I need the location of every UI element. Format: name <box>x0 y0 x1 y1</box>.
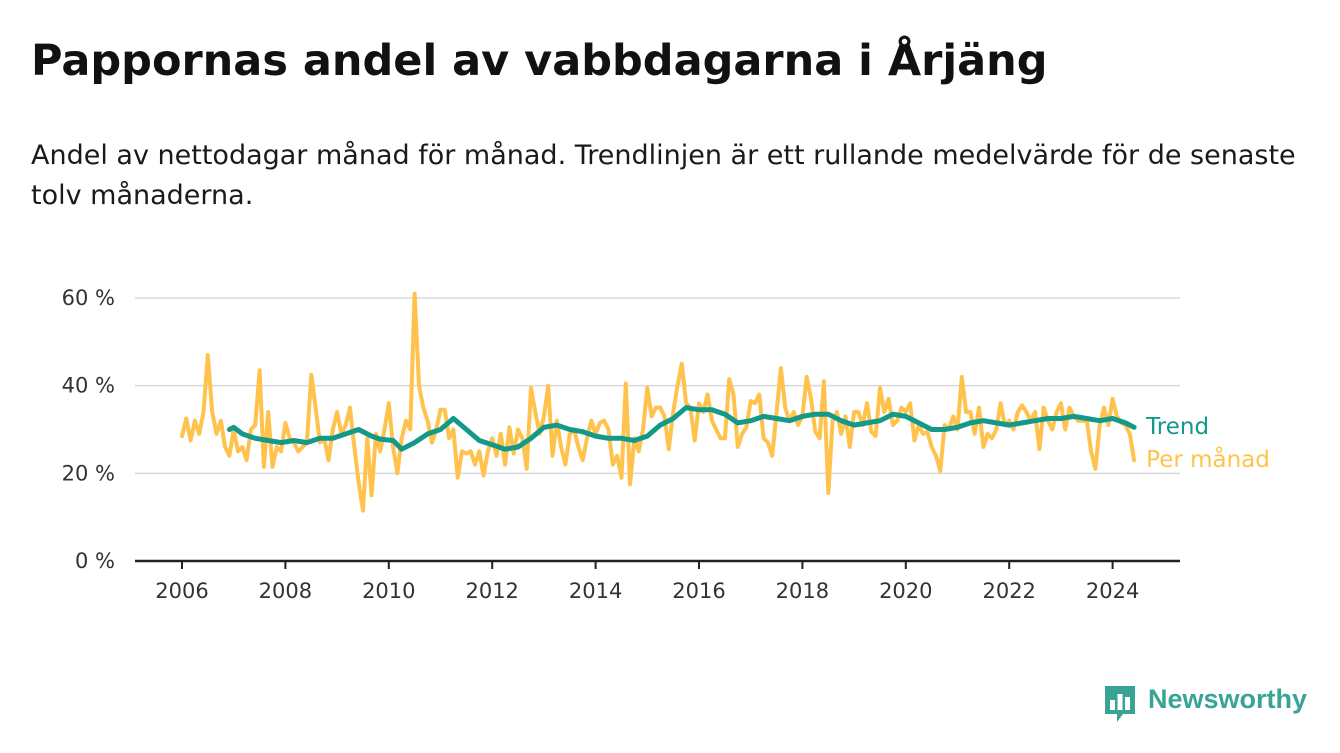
y-tick-label: 40 % <box>62 374 115 398</box>
x-tick-label: 2020 <box>879 579 932 603</box>
chart-title: Pappornas andel av vabbdagarna i Årjäng <box>31 36 1048 86</box>
series-line-trend <box>226 405 1137 452</box>
chart-subtitle: Andel av nettodagar månad för månad. Tre… <box>31 140 1296 211</box>
x-tick-label: 2014 <box>569 579 622 603</box>
brand-name: Newsworthy <box>1148 684 1308 714</box>
x-tick-label: 2008 <box>259 579 312 603</box>
x-tick-label: 2022 <box>982 579 1035 603</box>
x-tick-label: 2010 <box>362 579 415 603</box>
y-tick-label: 60 % <box>62 286 115 310</box>
x-tick-label: 2018 <box>776 579 829 603</box>
series-label: Per månad <box>1146 445 1270 473</box>
grid-lines <box>135 297 1180 475</box>
newsworthy-logo: Newsworthy <box>1103 684 1313 724</box>
x-tick-label: 2012 <box>465 579 518 603</box>
y-tick-label: 20 % <box>62 461 115 485</box>
y-axis-ticks: 0 % 20 % 40 % 60 % <box>62 286 115 573</box>
series-labels: Per månad Trend <box>1145 414 1270 473</box>
y-tick-label: 0 % <box>75 549 115 573</box>
series-line-per-manad <box>180 291 1137 513</box>
x-tick-label: 2024 <box>1086 579 1139 603</box>
series-lines <box>180 291 1137 513</box>
bar-chart-speech-bubble-icon <box>1105 686 1135 722</box>
x-tick-label: 2016 <box>672 579 725 603</box>
series-label: Trend <box>1145 414 1209 440</box>
x-axis: 2006 2008 2010 2012 2014 2016 2018 2020 2022 2024 <box>135 559 1180 603</box>
x-tick-label: 2006 <box>155 579 208 603</box>
